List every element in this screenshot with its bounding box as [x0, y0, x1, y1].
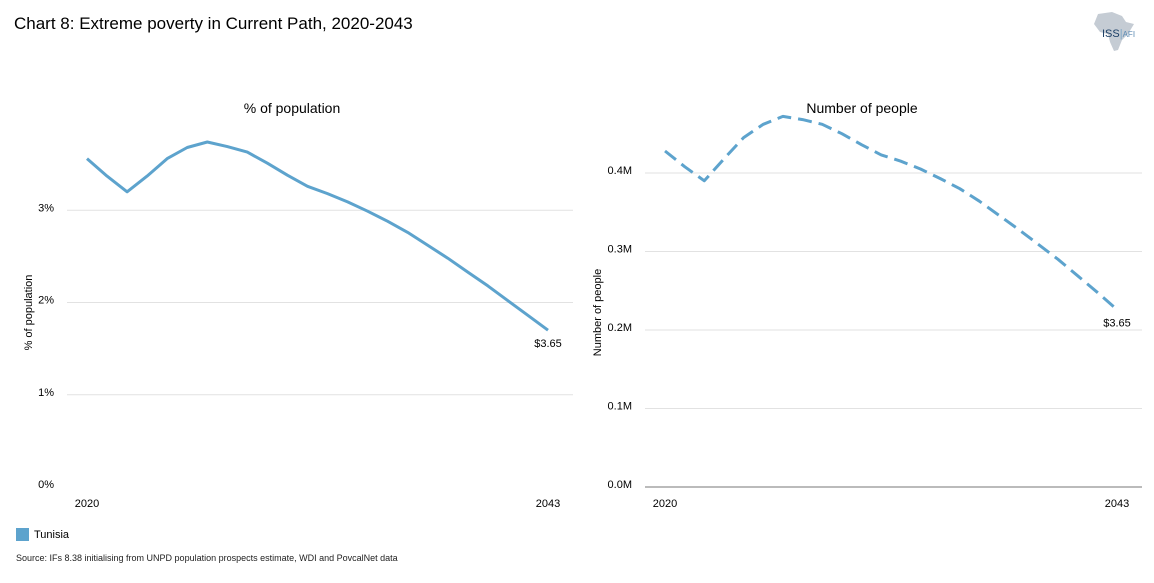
panel-1-x-tick-label: 2020 — [75, 498, 99, 510]
panel-1-y-tick-label: 3% — [38, 202, 54, 214]
africa-map-icon — [1094, 12, 1134, 51]
panel-2-x-tick-label: 2043 — [1105, 498, 1129, 510]
panel-2-y-axis-label: Number of people — [592, 269, 604, 356]
legend-label: Tunisia — [34, 528, 70, 541]
panel-2-title: Number of people — [806, 100, 918, 116]
panel-2-end-label: $3.65 — [1103, 318, 1131, 330]
logo-sep: | — [1119, 28, 1123, 40]
logo-main: ISS — [1102, 28, 1120, 40]
panel-1-y-tick-label: 2% — [38, 295, 54, 307]
panel-2-y-tick-label: 0.3M — [608, 243, 632, 255]
chart-title: Chart 8: Extreme poverty in Current Path… — [14, 14, 413, 33]
panel-2-y-tick-label: 0.4M — [608, 165, 632, 177]
panel-1-title: % of population — [244, 100, 341, 116]
panel-2-series-line — [664, 114, 1118, 311]
panel-2-y-tick-label: 0.2M — [608, 322, 632, 334]
panel-1-series-line — [86, 140, 549, 332]
panel-2-y-tick-label: 0.1M — [608, 400, 632, 412]
source-note: Source: IFs 8.38 initialising from UNPD … — [16, 553, 398, 563]
panel-1-x-tick-label: 2043 — [536, 498, 560, 510]
legend-swatch — [16, 528, 29, 541]
panel-1-y-axis-label: % of population — [23, 275, 35, 351]
panel-1-y-tick-label: 0% — [38, 479, 54, 491]
logo-text: ISS|AFI — [1102, 28, 1135, 40]
panel-2-y-tick-label: 0.0M — [608, 479, 632, 491]
logo-sub: AFI — [1122, 30, 1136, 39]
panel-2-x-tick-label: 2020 — [653, 498, 677, 510]
panel-1-end-label: $3.65 — [534, 338, 562, 350]
legend: Tunisia — [16, 528, 69, 541]
panel-1-y-tick-label: 1% — [38, 387, 54, 399]
